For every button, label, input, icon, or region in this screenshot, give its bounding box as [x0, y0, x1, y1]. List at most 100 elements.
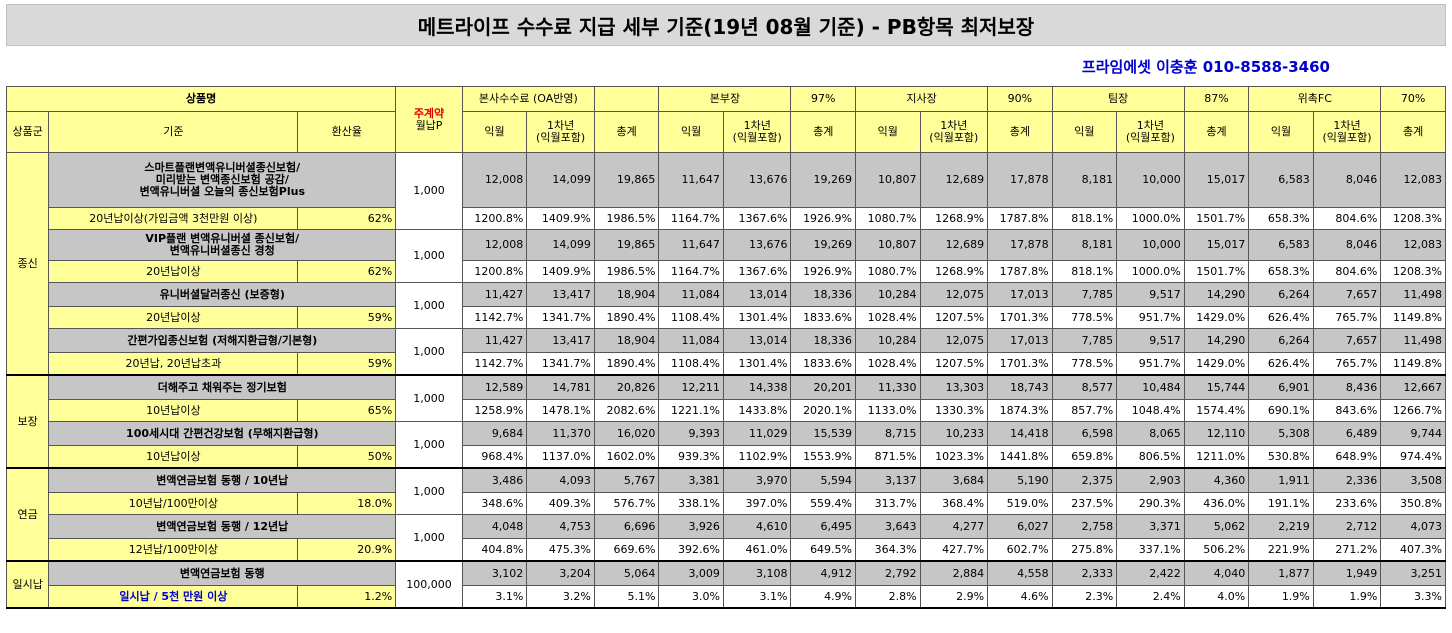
amount-cell: 18,743 [987, 374, 1053, 400]
percent-cell: 1833.6% [790, 352, 857, 376]
amount-cell: 1,877 [1248, 560, 1314, 586]
percent-cell: 1874.3% [987, 399, 1053, 422]
header-group: 상품군 [5, 111, 50, 153]
percent-cell: 3.1% [722, 585, 792, 609]
criteria-cell: 20년납이상 [48, 260, 299, 283]
product-criteria-row: 20년납이상 59% 1142.7% 1341.7% 1890.4% 1108.4% 130… [7, 306, 1446, 329]
percent-cell: 1000.0% [1116, 260, 1185, 283]
amount-cell: 18,904 [593, 282, 660, 307]
percent-cell: 3.0% [658, 585, 724, 609]
percent-cell: 818.1% [1051, 260, 1118, 283]
percent-cell: 1501.7% [1183, 260, 1250, 283]
amount-cell: 3,009 [658, 560, 724, 586]
percent-cell: 1208.3% [1380, 260, 1446, 283]
sub-column-header: 총계 [790, 111, 857, 153]
amount-cell: 5,767 [593, 467, 660, 493]
product-row: 유니버셜달러종신 (보증형) 1,000 11,427 13,417 18,904 11,… [7, 282, 1446, 329]
header-product-name: 상품명 [5, 86, 397, 112]
level-percent: 70% [1380, 86, 1446, 112]
percent-cell: 4.9% [790, 585, 857, 609]
product-name: 간편가입종신보험 (저해지환급형/기본형) [48, 328, 397, 353]
sub-column-header: 1차년 (익월포함) [526, 111, 595, 153]
percent-cell: 804.6% [1312, 207, 1382, 230]
amount-cell: 3,381 [658, 467, 724, 493]
amount-cell: 3,204 [526, 560, 595, 586]
amount-cell: 6,264 [1248, 328, 1314, 353]
amount-cell: 5,062 [1183, 514, 1250, 539]
amount-cell: 4,040 [1183, 560, 1250, 586]
premium-value: 1,000 [395, 282, 463, 329]
amount-cell: 10,807 [855, 152, 921, 208]
percent-cell: 506.2% [1183, 538, 1250, 562]
percent-cell: 778.5% [1051, 306, 1118, 329]
amount-cell: 6,264 [1248, 282, 1314, 307]
amount-cell: 18,336 [790, 328, 857, 353]
percent-cell: 1200.8% [461, 260, 528, 283]
percent-cell: 1102.9% [722, 445, 792, 469]
amount-cell: 12,083 [1380, 229, 1446, 261]
sub-column-header: 총계 [1380, 111, 1446, 153]
amount-cell: 18,904 [593, 328, 660, 353]
amount-cell: 3,251 [1380, 560, 1446, 586]
amount-cell: 2,333 [1051, 560, 1118, 586]
percent-cell: 626.4% [1248, 352, 1314, 376]
amount-cell: 6,489 [1312, 421, 1382, 446]
percent-cell: 1301.4% [722, 352, 792, 376]
amount-cell: 8,715 [855, 421, 921, 446]
amount-cell: 17,878 [987, 152, 1053, 208]
amount-cell: 10,233 [919, 421, 989, 446]
percent-cell: 364.3% [855, 538, 921, 562]
product-criteria-row: 20년납, 20년납초과 59% 1142.7% 1341.7% 1890.4% 1108… [7, 352, 1446, 376]
percent-cell: 275.8% [1051, 538, 1118, 562]
amount-cell: 2,903 [1116, 467, 1185, 493]
product-name: 더해주고 채워주는 정기보험 [48, 374, 397, 400]
amount-cell: 4,912 [790, 560, 857, 586]
amount-cell: 11,647 [658, 229, 724, 261]
sub-column-header: 총계 [593, 111, 660, 153]
amount-cell: 15,539 [790, 421, 857, 446]
amount-cell: 3,508 [1380, 467, 1446, 493]
amount-cell: 12,667 [1380, 374, 1446, 400]
percent-cell: 519.0% [987, 492, 1053, 515]
percent-cell: 1080.7% [855, 207, 921, 230]
percent-cell: 348.6% [461, 492, 528, 515]
percent-cell: 1207.5% [919, 352, 989, 376]
amount-cell: 2,792 [855, 560, 921, 586]
level-name: 팀장 [1051, 86, 1185, 112]
product-name: 스마트플랜변액유니버셜종신보험/미리받는 변액종신보험 공감/변액유니버셜 오늘… [48, 152, 397, 208]
percent-cell: 1108.4% [658, 306, 724, 329]
amount-cell: 10,807 [855, 229, 921, 261]
amount-cell: 6,495 [790, 514, 857, 539]
amount-cell: 5,594 [790, 467, 857, 493]
amount-cell: 12,008 [461, 152, 528, 208]
percent-cell: 602.7% [987, 538, 1053, 562]
percent-cell: 3.1% [461, 585, 528, 609]
amount-cell: 3,926 [658, 514, 724, 539]
percent-cell: 1133.0% [855, 399, 921, 422]
percent-cell: 409.3% [526, 492, 595, 515]
amount-cell: 3,102 [461, 560, 528, 586]
amount-cell: 6,598 [1051, 421, 1118, 446]
percent-cell: 1441.8% [987, 445, 1053, 469]
amount-cell: 7,657 [1312, 282, 1382, 307]
amount-cell: 15,744 [1183, 374, 1250, 400]
amount-cell: 7,657 [1312, 328, 1382, 353]
amount-cell: 11,498 [1380, 328, 1446, 353]
amount-cell: 6,583 [1248, 229, 1314, 261]
amount-cell: 4,073 [1380, 514, 1446, 539]
sub-column-header: 1차년 (익월포함) [919, 111, 989, 153]
sub-column-header: 총계 [987, 111, 1053, 153]
premium-value: 1,000 [395, 229, 463, 283]
amount-cell: 19,865 [593, 229, 660, 261]
amount-cell: 4,048 [461, 514, 528, 539]
premium-value: 1,000 [395, 328, 463, 376]
amount-cell: 10,284 [855, 328, 921, 353]
percent-cell: 1028.4% [855, 306, 921, 329]
percent-cell: 1080.7% [855, 260, 921, 283]
level-percent: 90% [987, 86, 1053, 112]
percent-cell: 1429.0% [1183, 352, 1250, 376]
header-conversion-rate: 환산율 [297, 111, 397, 153]
criteria-cell: 20년납, 20년납초과 [48, 352, 299, 376]
amount-cell: 2,422 [1116, 560, 1185, 586]
amount-cell: 3,108 [722, 560, 792, 586]
